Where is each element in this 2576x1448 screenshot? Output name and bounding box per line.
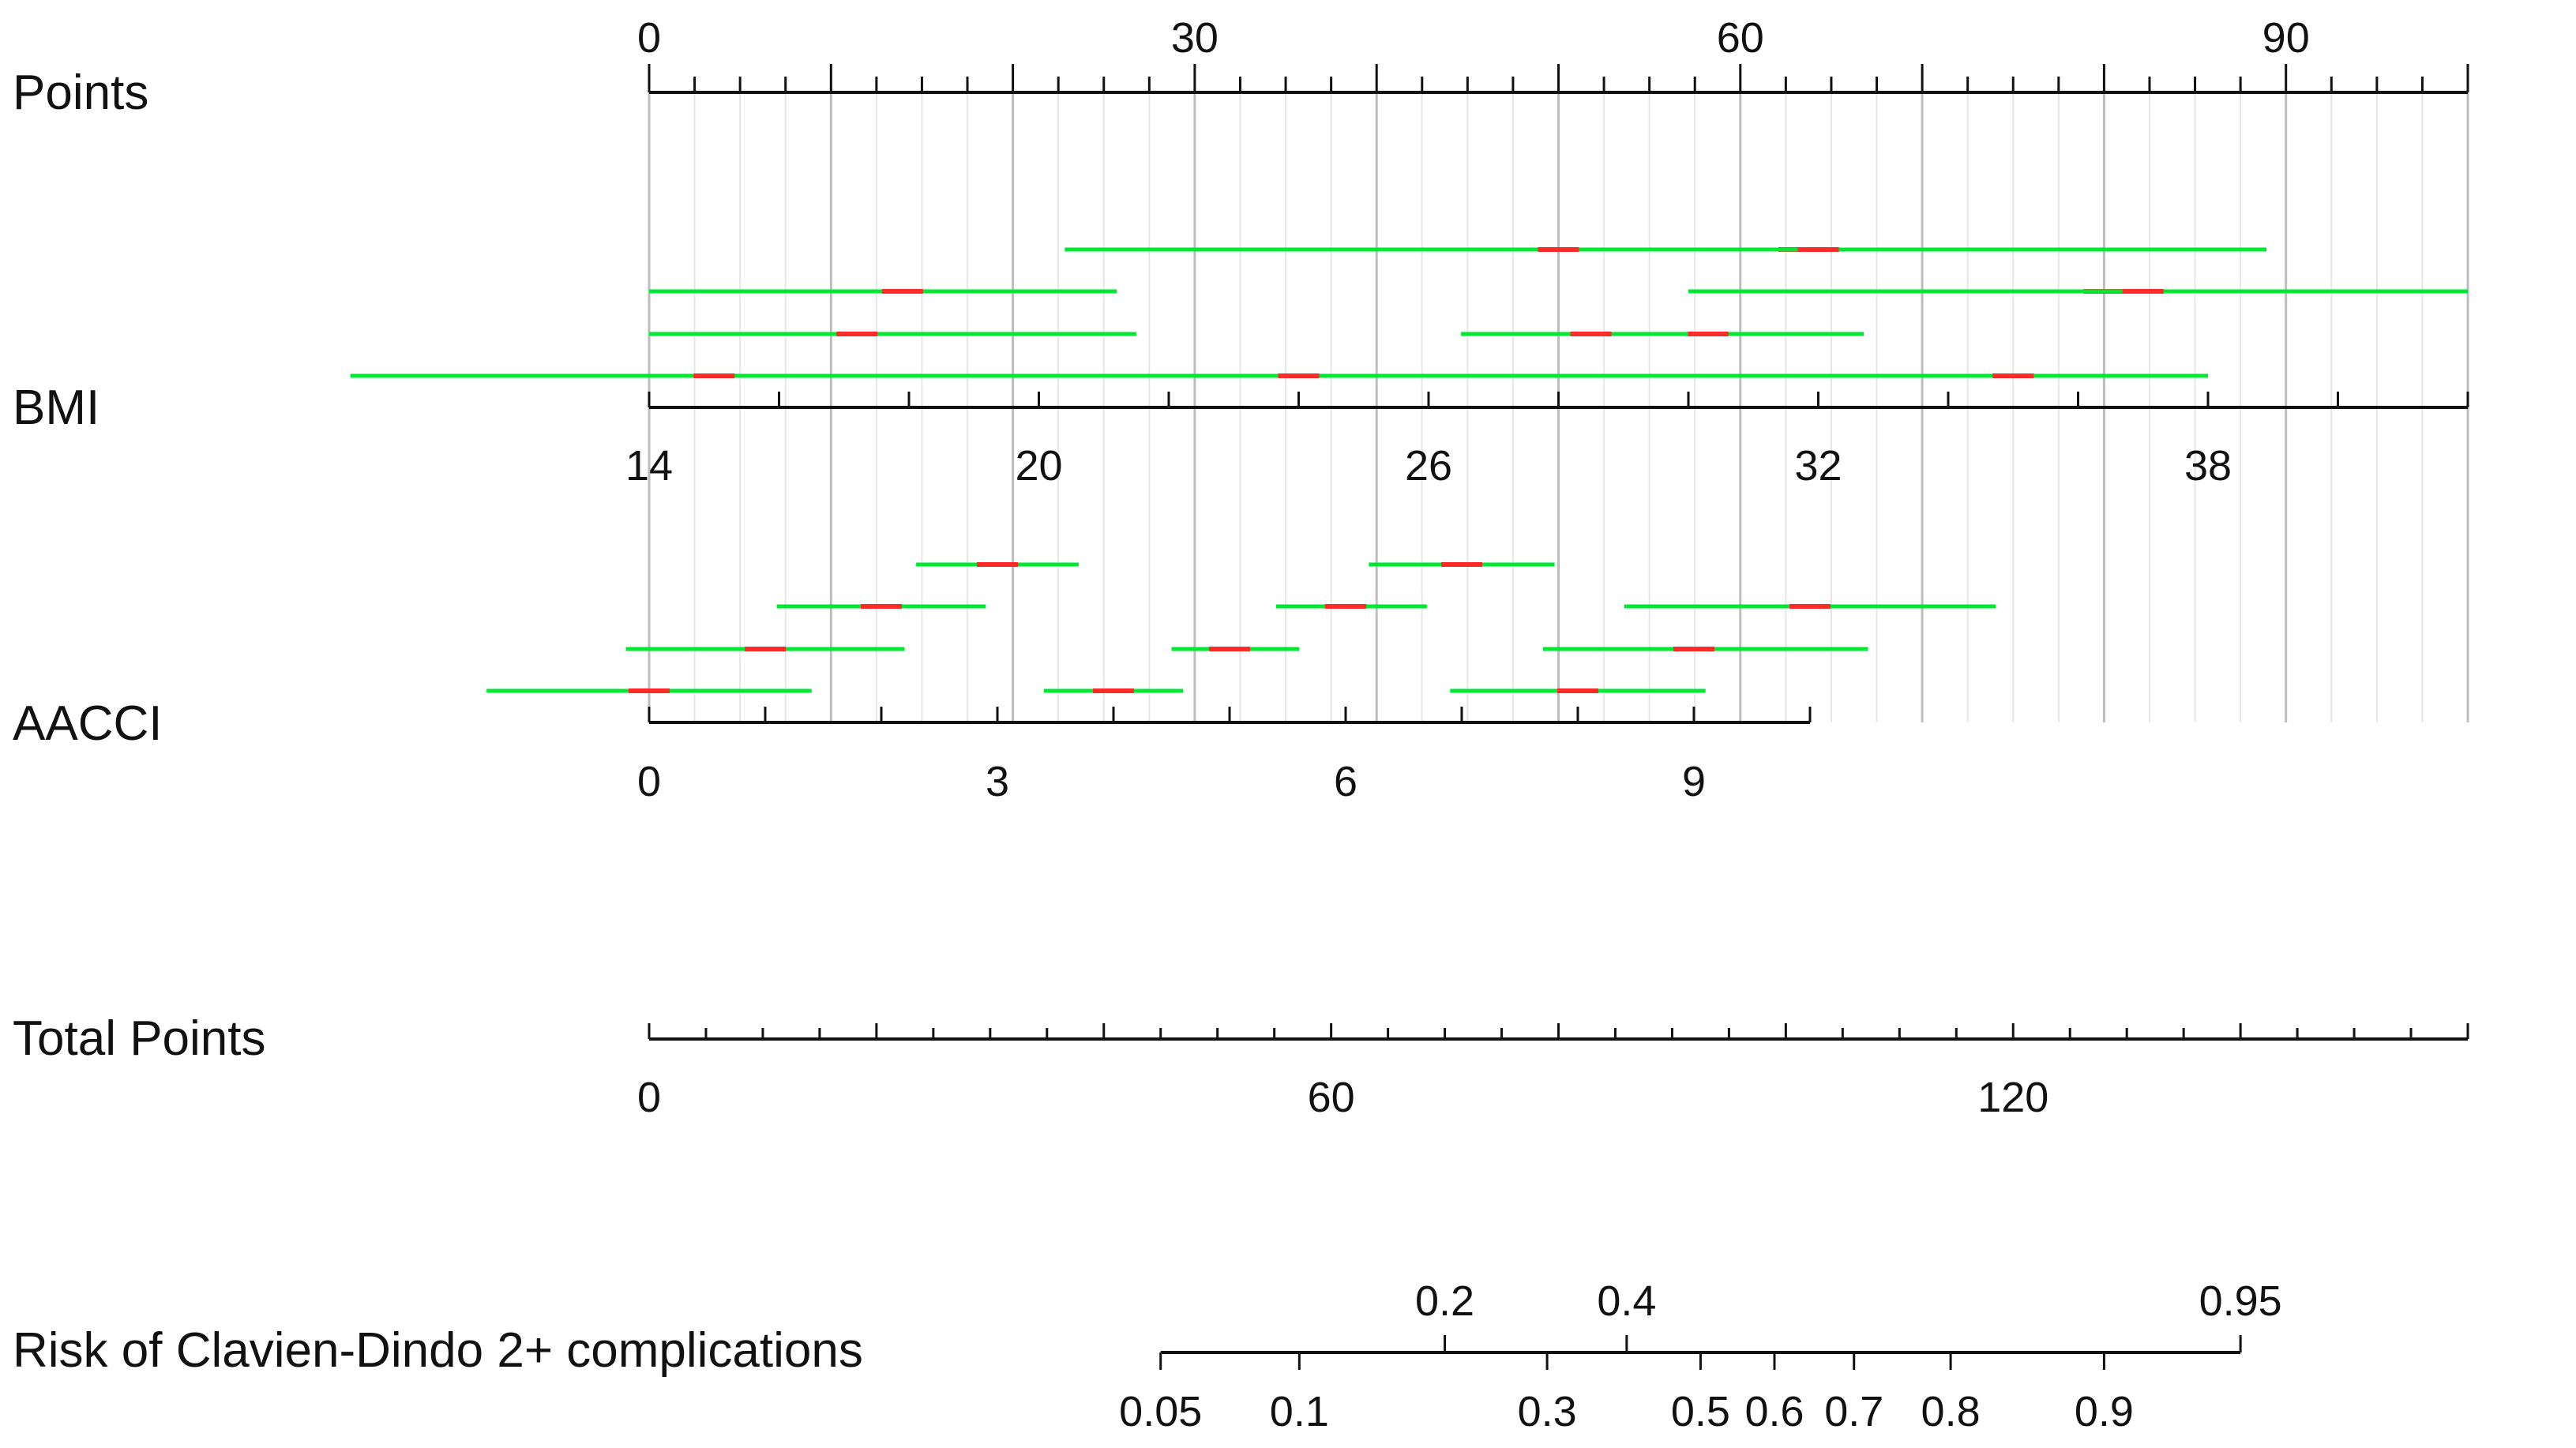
confidence-intervals: [350, 247, 2468, 693]
bmi-axis-title: BMI: [13, 381, 100, 435]
total-points-axis-title: Total Points: [13, 1011, 266, 1066]
axis-labels: Points BMI AACCI Total Points Risk of Cl…: [13, 66, 863, 1378]
aacci-axis-tick-label: 6: [1334, 758, 1357, 805]
points-axis-title: Points: [13, 66, 148, 120]
risk-axis-tick-label: 0.5: [1671, 1388, 1730, 1435]
bmi-axis-tick-label: 14: [625, 442, 673, 490]
bmi-axis-tick-label: 20: [1015, 442, 1062, 490]
risk-axis-tick-label: 0.05: [1119, 1388, 1202, 1435]
aacci-axis-title: AACCI: [13, 696, 162, 751]
risk-axis-tick-label: 0.6: [1744, 1388, 1804, 1435]
risk-axis-tick-label: 0.95: [2199, 1277, 2282, 1325]
points-axis-tick-label: 90: [2262, 14, 2310, 62]
bmi-axis-tick-label: 38: [2184, 442, 2232, 490]
risk-axis-tick-label: 0.3: [1518, 1388, 1577, 1435]
risk-axis-tick-label: 0.1: [1270, 1388, 1329, 1435]
risk-axis-tick-label: 0.4: [1597, 1277, 1656, 1325]
bmi-axis-tick-label: 26: [1405, 442, 1452, 490]
risk-axis-title: Risk of Clavien-Dindo 2+ complications: [13, 1323, 863, 1378]
points-axis-tick-label: 60: [1717, 14, 1764, 62]
total-points-axis-tick-label: 120: [1977, 1074, 2048, 1121]
risk-axis-tick-label: 0.9: [2075, 1388, 2134, 1435]
points-axis-tick-label: 0: [637, 14, 661, 62]
total-points-axis-tick-label: 0: [637, 1074, 661, 1121]
risk-axis-tick-label: 0.2: [1415, 1277, 1474, 1325]
aacci-axis-tick-label: 0: [637, 758, 661, 805]
aacci-axis-tick-label: 9: [1682, 758, 1706, 805]
points-axis-tick-label: 30: [1171, 14, 1219, 62]
aacci-axis-tick-label: 3: [986, 758, 1009, 805]
bmi-axis-tick-label: 32: [1794, 442, 1842, 490]
risk-axis-tick-label: 0.7: [1824, 1388, 1883, 1435]
total-points-axis-tick-label: 60: [1308, 1074, 1355, 1121]
risk-axis-tick-label: 0.8: [1921, 1388, 1981, 1435]
